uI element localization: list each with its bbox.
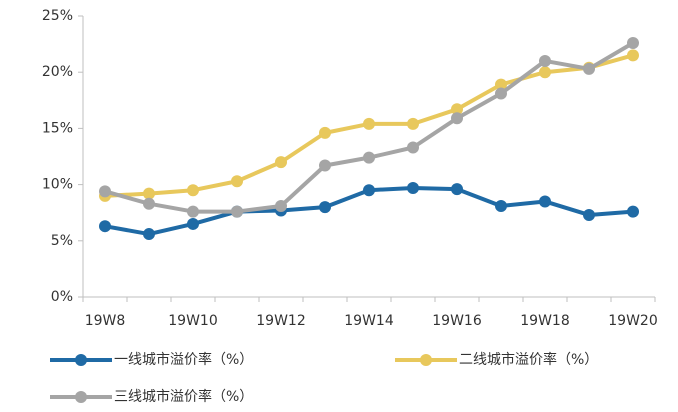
y-tick-label: 20% [42, 64, 73, 80]
data-point [539, 195, 551, 208]
data-point [99, 220, 111, 233]
data-point [319, 159, 331, 172]
data-point [583, 208, 595, 221]
legend-label: 三线城市溢价率（%） [114, 388, 253, 405]
x-tick-label: 19W8 [85, 313, 126, 329]
data-point [187, 217, 199, 230]
y-tick-label: 0% [51, 289, 73, 305]
y-tick-label: 10% [42, 177, 73, 193]
data-point [495, 199, 507, 212]
data-point [583, 62, 595, 75]
data-point [143, 197, 155, 210]
data-point [275, 156, 287, 169]
data-point [363, 151, 375, 164]
legend-marker [420, 354, 432, 366]
y-tick-label: 5% [51, 233, 73, 249]
data-point [451, 103, 463, 116]
x-tick-label: 19W20 [608, 313, 657, 329]
x-tick-label: 19W14 [344, 313, 394, 329]
data-point [143, 187, 155, 200]
data-point [451, 183, 463, 196]
x-tick-label: 19W10 [168, 313, 217, 329]
data-point [363, 117, 375, 130]
data-point [627, 36, 639, 49]
data-point [407, 117, 419, 130]
data-point [539, 66, 551, 79]
x-tick-label: 19W18 [520, 313, 569, 329]
data-point [319, 201, 331, 214]
legend-marker [75, 354, 87, 366]
data-point [187, 184, 199, 197]
x-tick-label: 19W16 [432, 313, 482, 329]
data-point [363, 184, 375, 197]
data-point [99, 185, 111, 198]
legend-label: 二线城市溢价率（%） [459, 351, 598, 368]
data-point [231, 175, 243, 188]
data-point [275, 199, 287, 212]
data-point [539, 54, 551, 67]
data-point [231, 205, 243, 218]
legend-marker [75, 391, 87, 403]
data-point [495, 87, 507, 100]
x-tick-label: 19W12 [256, 313, 305, 329]
data-point [407, 181, 419, 194]
y-tick-label: 15% [42, 120, 73, 136]
data-point [451, 112, 463, 125]
y-tick-label: 25% [42, 8, 73, 24]
data-point [187, 205, 199, 218]
data-point [627, 49, 639, 62]
data-point [319, 126, 331, 139]
data-point [143, 228, 155, 241]
data-point [407, 141, 419, 154]
legend-label: 一线城市溢价率（%） [114, 351, 253, 368]
data-point [495, 78, 507, 91]
data-point [627, 205, 639, 218]
